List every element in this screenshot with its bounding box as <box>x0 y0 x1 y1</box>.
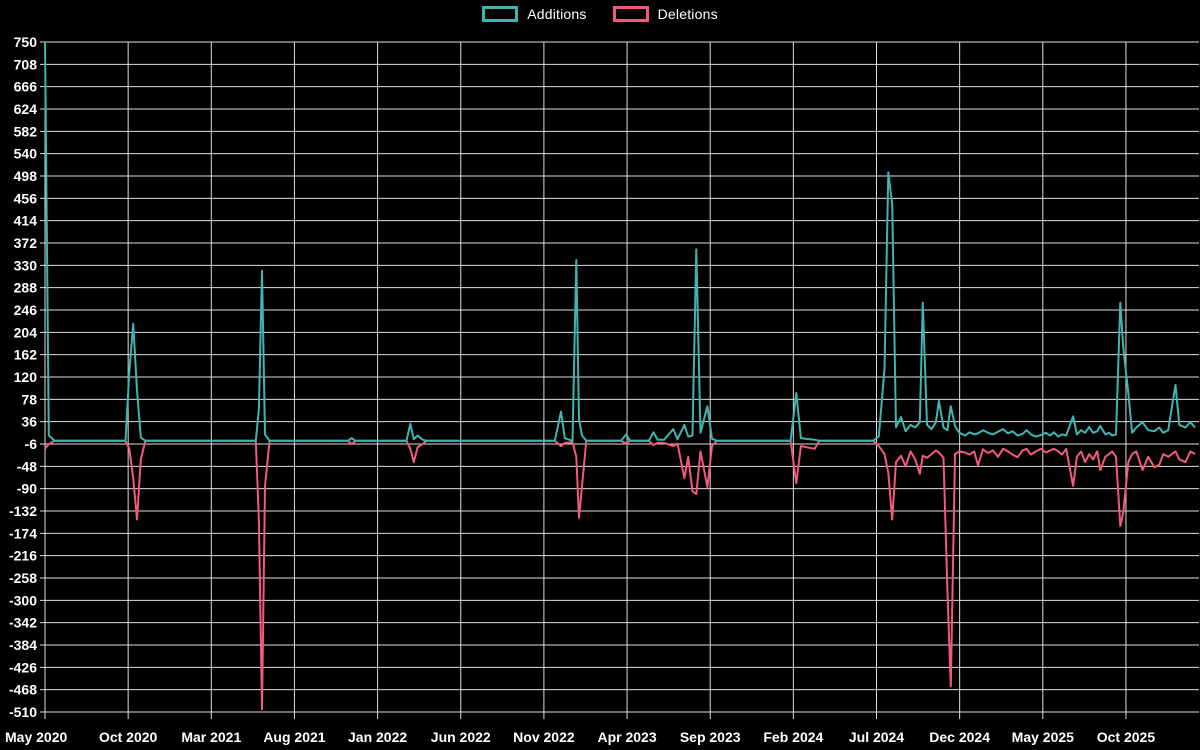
y-tick-label: -174 <box>9 525 37 541</box>
y-tick-label: 414 <box>14 213 38 229</box>
y-tick-label: -510 <box>9 704 37 720</box>
deletions-line <box>44 439 1196 711</box>
y-tick-label: 540 <box>14 146 38 162</box>
y-tick-label: -216 <box>9 548 37 564</box>
legend-item-additions[interactable]: Additions <box>482 6 586 22</box>
x-tick-label: Sep 2023 <box>680 729 741 745</box>
x-tick-label: Oct 2020 <box>99 729 158 745</box>
x-tick-label: Jul 2024 <box>849 729 904 745</box>
x-tick-label: Feb 2024 <box>763 729 823 745</box>
y-tick-label: 246 <box>14 302 38 318</box>
y-tick-label: -468 <box>9 682 37 698</box>
y-tick-label: 750 <box>14 34 38 50</box>
x-tick-label: Aug 2021 <box>263 729 325 745</box>
x-tick-label: Oct 2025 <box>1097 729 1156 745</box>
x-tick-label: Mar 2021 <box>181 729 241 745</box>
deletions-swatch-icon <box>612 6 649 22</box>
y-tick-label: -90 <box>17 481 37 497</box>
y-tick-label: 498 <box>14 168 38 184</box>
y-tick-label: -258 <box>9 570 37 586</box>
y-tick-label: 120 <box>14 369 38 385</box>
x-tick-label: Apr 2023 <box>597 729 656 745</box>
y-tick-label: 456 <box>14 190 38 206</box>
y-tick-label: 708 <box>14 56 38 72</box>
x-tick-label: May 2020 <box>5 729 67 745</box>
x-tick-label: Nov 2022 <box>513 729 575 745</box>
y-tick-label: 78 <box>21 391 37 407</box>
legend-item-deletions[interactable]: Deletions <box>612 6 718 22</box>
legend-additions-label: Additions <box>527 6 587 22</box>
additions-line <box>44 41 1196 442</box>
x-tick-label: Dec 2024 <box>929 729 990 745</box>
y-tick-label: -342 <box>9 615 37 631</box>
y-tick-label: 162 <box>14 347 38 363</box>
y-tick-label: 288 <box>14 280 38 296</box>
y-tick-label: 36 <box>21 414 37 430</box>
y-tick-label: -6 <box>25 436 38 452</box>
y-tick-label: 372 <box>14 235 38 251</box>
y-tick-label: 624 <box>14 101 38 117</box>
x-tick-label: Jun 2022 <box>431 729 491 745</box>
y-tick-label: 582 <box>14 123 38 139</box>
y-tick-label: -48 <box>17 458 37 474</box>
x-tick-label: May 2025 <box>1012 729 1074 745</box>
legend-deletions-label: Deletions <box>657 6 718 22</box>
y-tick-label: 330 <box>14 257 38 273</box>
x-tick-label: Jan 2022 <box>348 729 407 745</box>
additions-swatch-icon <box>482 6 519 22</box>
y-tick-label: 666 <box>14 79 38 95</box>
y-tick-label: -426 <box>9 659 37 675</box>
y-tick-label: -384 <box>9 637 37 653</box>
chart-legend: Additions Deletions <box>0 6 1200 22</box>
y-tick-label: -300 <box>9 592 37 608</box>
y-tick-label: 204 <box>14 324 38 340</box>
y-tick-label: -132 <box>9 503 37 519</box>
